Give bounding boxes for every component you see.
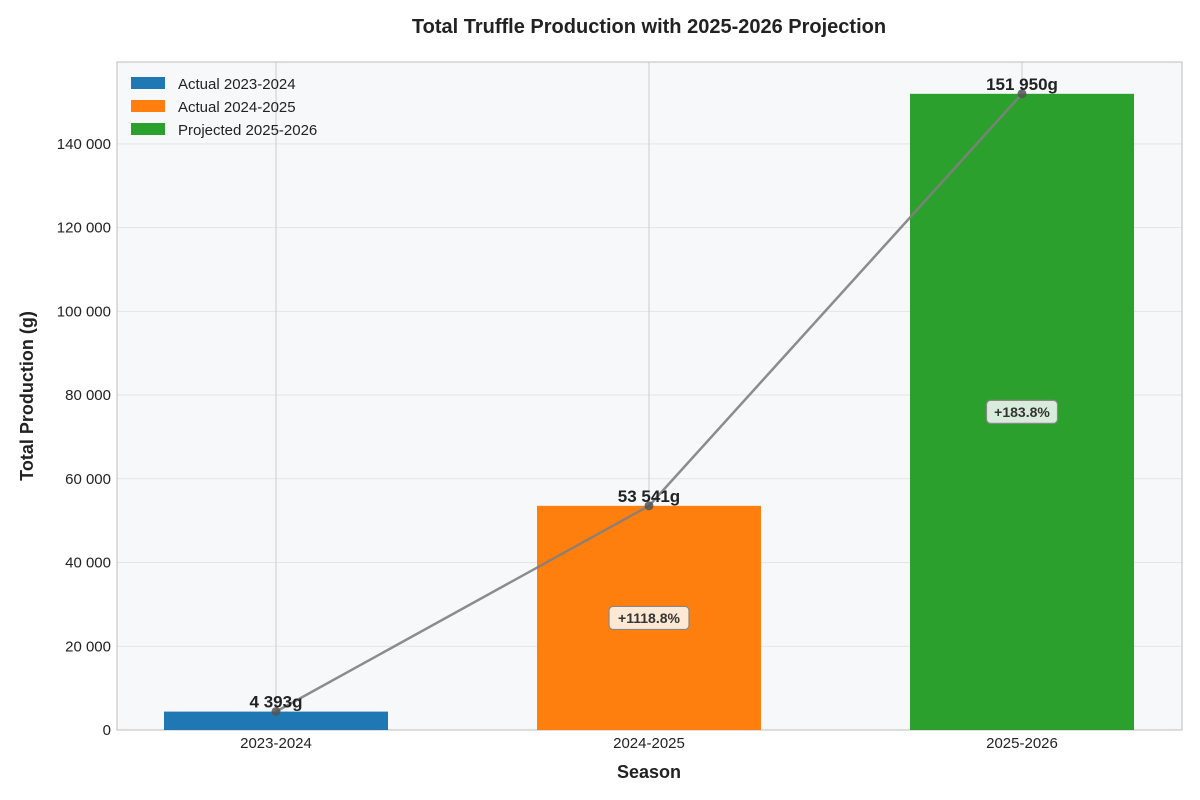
y-tick-label: 120 000 [57, 220, 111, 237]
legend-swatch [131, 123, 165, 135]
growth-badge [985, 399, 1059, 425]
chart-title: Total Truffle Production with 2025-2026 … [412, 16, 886, 38]
legend-label: Projected 2025-2026 [178, 122, 317, 139]
y-tick-label: 80 000 [65, 387, 111, 404]
trend-point [644, 501, 654, 511]
growth-label: +1118.8% [618, 610, 680, 626]
y-tick-label: 0 [103, 722, 111, 739]
legend-swatch [131, 100, 165, 112]
legend-label: Actual 2023-2024 [178, 76, 296, 93]
y-tick-label: 20 000 [65, 638, 111, 655]
y-tick-label: 60 000 [65, 471, 111, 488]
trend-point [271, 707, 281, 717]
legend-label: Actual 2024-2025 [178, 99, 296, 116]
y-tick-label: 100 000 [57, 303, 111, 320]
value-label: 53 541g [618, 487, 680, 506]
legend-swatch [131, 77, 165, 89]
y-tick-label: 40 000 [65, 555, 111, 572]
value-label: 4 393g [250, 693, 303, 712]
bar-2023-2024 [164, 711, 388, 730]
x-tick-label: 2024-2025 [613, 735, 685, 752]
x-axis-label: Season [617, 762, 681, 782]
x-tick-label: 2025-2026 [986, 735, 1058, 752]
value-label: 151 950g [986, 75, 1058, 94]
y-tick-label: 140 000 [57, 136, 111, 153]
growth-badge [608, 605, 690, 631]
x-tick-label: 2023-2024 [240, 735, 312, 752]
growth-label: +183.8% [994, 404, 1050, 420]
trend-point [1017, 89, 1027, 99]
y-axis-label: Total Production (g) [17, 311, 37, 481]
